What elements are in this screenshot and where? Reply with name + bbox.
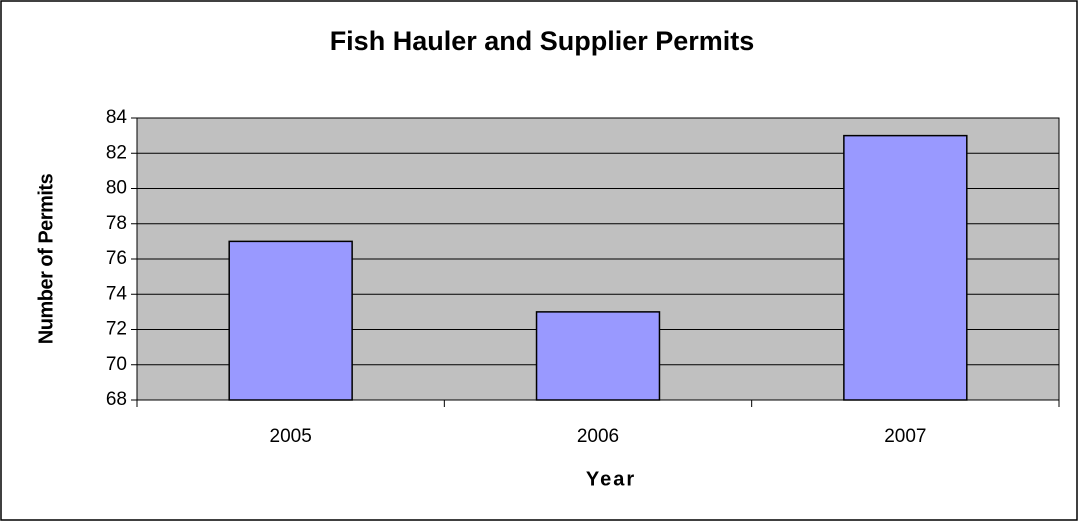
bar — [535, 311, 661, 401]
x-tick-label: 2006 — [577, 426, 619, 447]
y-tick-label: 74 — [106, 283, 128, 304]
chart-title: Fish Hauler and Supplier Permits — [330, 26, 755, 56]
y-tick-label: 82 — [106, 142, 127, 163]
y-tick-label: 70 — [106, 354, 127, 375]
x-tick-label: 2007 — [884, 426, 926, 447]
bar — [843, 134, 968, 401]
y-tick-label: 68 — [106, 389, 127, 410]
y-axis-title: Number of Permits — [35, 173, 57, 344]
y-tick-label: 76 — [106, 248, 127, 269]
y-tick-label: 84 — [106, 107, 128, 128]
x-axis-title: Year — [586, 468, 636, 490]
y-tick-label: 78 — [106, 213, 127, 234]
x-tick-label: 2005 — [270, 426, 312, 447]
y-tick-label: 72 — [106, 319, 127, 340]
bar — [228, 240, 353, 401]
y-tick-label: 80 — [106, 178, 127, 199]
